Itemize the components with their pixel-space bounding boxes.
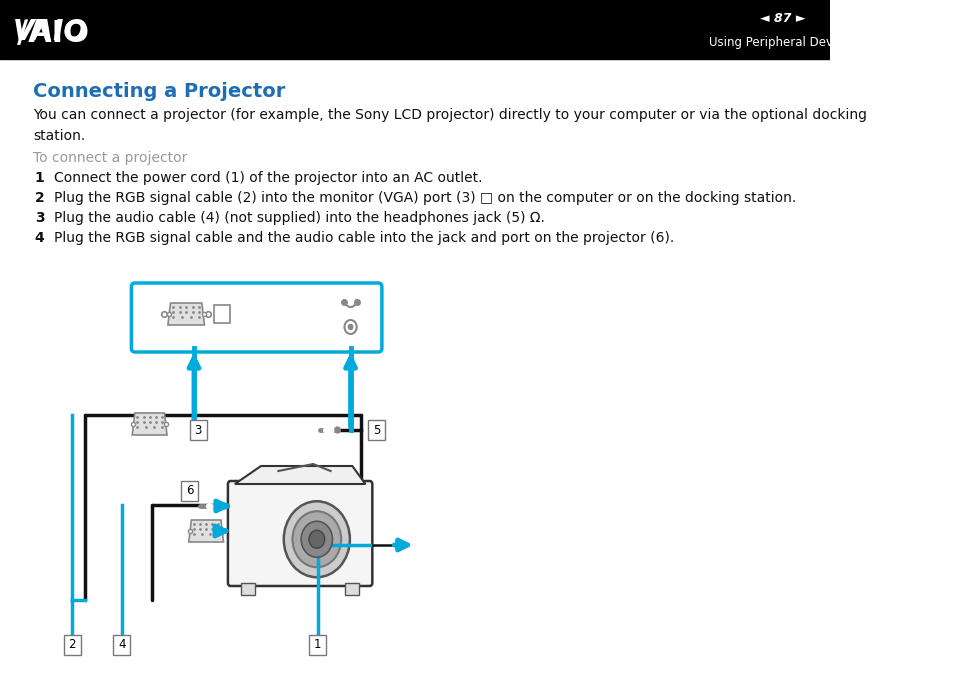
Bar (181, 481, 198, 501)
Text: 3: 3 (34, 211, 45, 225)
Circle shape (335, 427, 340, 433)
Polygon shape (132, 413, 167, 435)
Text: Plug the RGB signal cable and the audio cable into the jack and port on the proj: Plug the RGB signal cable and the audio … (54, 231, 674, 245)
Text: 2: 2 (34, 191, 45, 205)
Circle shape (309, 530, 324, 548)
Text: VAIO: VAIO (13, 18, 88, 47)
Text: 6: 6 (186, 485, 193, 497)
Text: 2: 2 (69, 638, 76, 652)
Circle shape (301, 521, 333, 557)
Bar (113, 635, 131, 655)
Bar (241, 583, 254, 595)
Bar (213, 305, 230, 323)
Bar (0, 0, 829, 59)
Text: 4: 4 (118, 638, 126, 652)
FancyBboxPatch shape (132, 283, 381, 352)
Text: 1: 1 (314, 638, 321, 652)
FancyBboxPatch shape (228, 481, 372, 586)
Circle shape (293, 512, 341, 568)
Text: 1: 1 (34, 171, 45, 185)
Bar (345, 583, 359, 595)
Bar (309, 635, 326, 655)
Polygon shape (189, 520, 223, 542)
Text: ◄ 87 ►: ◄ 87 ► (760, 12, 805, 26)
Polygon shape (234, 466, 365, 484)
Polygon shape (168, 303, 204, 325)
Text: You can connect a projector (for example, the Sony LCD projector) directly to yo: You can connect a projector (for example… (33, 108, 866, 143)
Circle shape (344, 320, 356, 334)
Circle shape (348, 324, 353, 330)
Text: 3: 3 (194, 423, 202, 437)
Text: ∕ΛIO: ∕ΛIO (17, 18, 90, 47)
Text: Connect the power cord (1) of the projector into an AC outlet.: Connect the power cord (1) of the projec… (54, 171, 482, 185)
Text: To connect a projector: To connect a projector (33, 151, 187, 165)
Bar (64, 635, 81, 655)
Text: 4: 4 (34, 231, 45, 245)
Bar (368, 420, 385, 440)
Text: Plug the RGB signal cable (2) into the monitor (VGA) port (3) □ on the computer : Plug the RGB signal cable (2) into the m… (54, 191, 796, 205)
Text: 5: 5 (373, 423, 380, 437)
Circle shape (283, 501, 350, 577)
Text: Plug the audio cable (4) (not supplied) into the headphones jack (5) Ω.: Plug the audio cable (4) (not supplied) … (54, 211, 544, 225)
Circle shape (222, 503, 227, 509)
Text: Using Peripheral Devices: Using Peripheral Devices (709, 36, 856, 49)
Text: Connecting a Projector: Connecting a Projector (33, 82, 285, 101)
Bar (190, 420, 207, 440)
